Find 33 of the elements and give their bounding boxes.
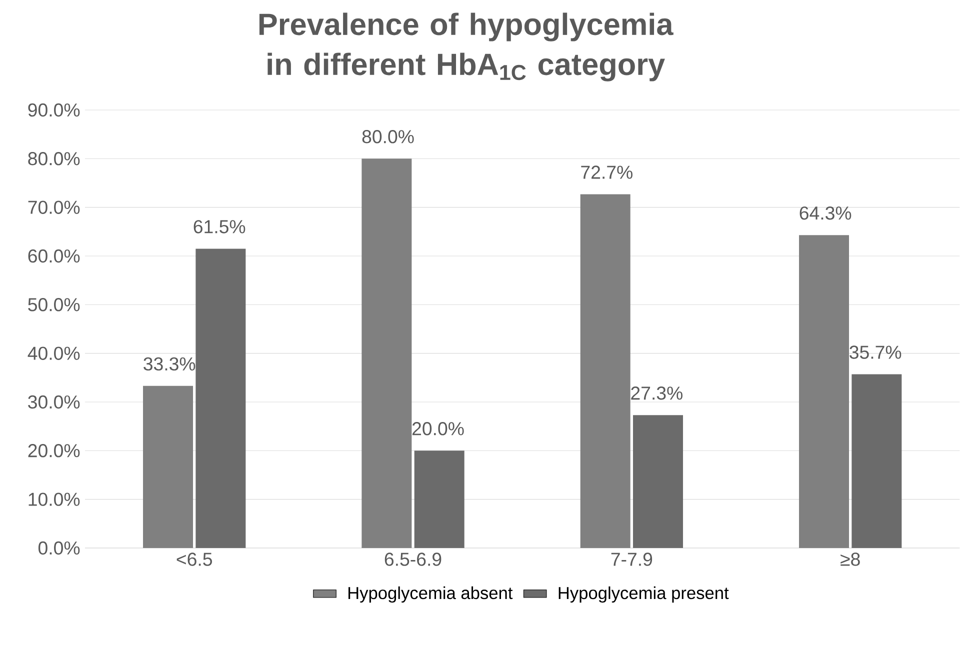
bar [143, 386, 194, 548]
data-label: 64.3% [800, 206, 852, 220]
data-label: 61.5% [194, 220, 246, 234]
x-tick-label: 7-7.9 [611, 552, 652, 566]
bar [414, 450, 464, 548]
y-tick-label: 80.0% [28, 152, 80, 166]
bar [799, 235, 850, 548]
data-label: 20.0% [412, 422, 464, 436]
bar [580, 194, 630, 548]
x-tick-label: 6.5-6.9 [384, 552, 442, 566]
bar [633, 415, 684, 548]
y-tick-label: 20.0% [28, 444, 80, 458]
bar [362, 158, 412, 548]
y-tick-label: 50.0% [28, 298, 80, 312]
y-tick-label: 90.0% [28, 103, 80, 117]
y-tick-label: 70.0% [28, 200, 80, 214]
data-label: 72.7% [581, 166, 632, 179]
bar [196, 248, 246, 548]
data-label: 27.3% [631, 386, 682, 400]
data-label: 80.0% [362, 130, 414, 144]
y-tick-label: 60.0% [28, 249, 80, 263]
bar [852, 374, 902, 548]
y-tick-label: 0.0% [38, 541, 80, 555]
legend-label: Hypoglycemia present [558, 586, 729, 603]
y-tick-label: 10.0% [28, 492, 80, 506]
x-tick-label: ≥8 [840, 552, 860, 566]
data-label: 33.3% [144, 357, 196, 371]
legend-label: Hypoglycemia absent [348, 586, 513, 603]
y-tick-label: 30.0% [28, 395, 80, 409]
y-tick-label: 40.0% [28, 346, 80, 360]
data-label: 35.7% [850, 346, 902, 359]
x-tick-label: <6.5 [176, 552, 212, 566]
chart-title: Prevalence of hypoglycemia in different HbA$_{1C}$ category [259, 12, 674, 82]
